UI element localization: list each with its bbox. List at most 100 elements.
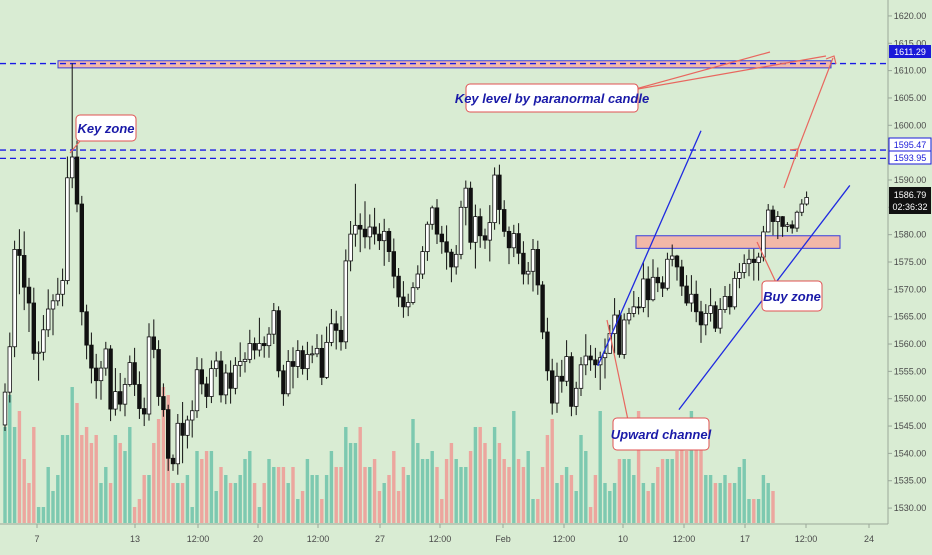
level-tag-1611: 1611.29 — [889, 45, 931, 58]
price-tick-label: 1605.00 — [894, 93, 927, 103]
volume-bar — [382, 483, 386, 523]
candle-body — [660, 282, 665, 289]
volume-bar — [123, 451, 127, 523]
candle-body — [679, 266, 684, 287]
volume-bar — [142, 475, 146, 523]
level-tag-1593-text: 1593.95 — [894, 153, 927, 163]
candle-body — [271, 310, 276, 335]
candle-body — [655, 276, 660, 284]
volume-bar — [723, 475, 727, 523]
volume-bar — [636, 411, 641, 523]
buy-zone-callout[interactable]: Buy zone — [761, 280, 823, 312]
price-tick-label: 1565.00 — [894, 312, 927, 322]
volume-bar — [756, 499, 761, 523]
volume-bar — [492, 427, 497, 523]
candle-body — [2, 391, 8, 426]
volume-bar — [574, 491, 578, 523]
candle-body — [732, 278, 737, 308]
volume-bar — [305, 459, 310, 523]
candle-body — [396, 275, 401, 298]
volume-bar — [147, 475, 151, 523]
candle-body — [46, 308, 51, 331]
volume-bar — [286, 483, 290, 523]
candle-body — [357, 224, 363, 230]
candle-body — [237, 361, 243, 366]
key-zone-callout-box — [75, 114, 137, 142]
buy-zone[interactable] — [635, 235, 841, 249]
candle-body — [420, 251, 425, 275]
candle-body — [746, 258, 752, 265]
volume-bar — [113, 435, 118, 523]
candle-body — [276, 310, 281, 372]
candle-body — [487, 222, 492, 241]
volume-bar — [660, 459, 665, 523]
volume-bar — [3, 427, 7, 523]
candle-body — [622, 319, 627, 355]
candle-body — [137, 384, 142, 409]
volume-bar — [569, 475, 574, 523]
volume-bar — [363, 467, 367, 523]
candle-body — [742, 263, 747, 273]
key-level-callout[interactable]: Key level by paranormal candle — [455, 83, 649, 113]
channel-upper-line[interactable] — [597, 130, 702, 367]
volume-bar — [684, 451, 689, 523]
volume-bar — [89, 443, 94, 523]
volume-bar — [190, 507, 194, 523]
candle-body — [333, 323, 339, 331]
candle-body — [650, 276, 656, 301]
buy-zone-callout-box — [761, 280, 823, 312]
candle-body — [213, 360, 219, 370]
volume-bar — [464, 467, 468, 523]
volume-bar — [209, 451, 214, 523]
volume-bar — [593, 475, 598, 523]
candle-body — [646, 278, 651, 301]
candle-body — [429, 207, 435, 225]
candle-body — [122, 384, 128, 405]
volume-bar — [718, 483, 722, 523]
volume-bar — [334, 467, 338, 523]
price-tick-label: 1600.00 — [894, 120, 927, 130]
candle-body — [473, 216, 478, 243]
volume-bar — [233, 483, 238, 523]
candle-body — [199, 369, 204, 385]
candle-body — [718, 309, 723, 329]
candle-body — [314, 347, 320, 355]
price-tick-label: 1545.00 — [894, 421, 927, 431]
upward-channel-callout[interactable]: Upward channel — [611, 417, 712, 451]
time-tick-label: 12:00 — [307, 534, 330, 544]
candle-body — [55, 293, 60, 302]
key-zone-callout[interactable]: Key zone — [75, 114, 137, 142]
candle-body — [444, 241, 449, 253]
candle-body — [266, 333, 272, 347]
candle-body — [12, 249, 17, 348]
volume-bar — [243, 459, 247, 523]
candle-body — [559, 375, 564, 382]
candle-body — [261, 343, 267, 347]
candle-body — [698, 311, 704, 326]
volume-bar — [339, 467, 343, 523]
volume-bar — [728, 483, 732, 523]
volume-bar — [752, 499, 756, 523]
volume-bar — [358, 427, 362, 523]
volume-bar — [454, 459, 458, 523]
level-tag-1611-bg — [889, 45, 931, 58]
volume-bar — [401, 467, 406, 523]
candle-body — [631, 306, 636, 314]
last-price-tag: 1586.79 02:36:32 — [889, 187, 931, 214]
volume-bar — [51, 491, 55, 523]
candle-body — [151, 336, 156, 350]
price-axis-panel[interactable] — [888, 0, 932, 524]
candle-body — [449, 251, 454, 268]
candle-body — [550, 370, 555, 404]
candle-body — [305, 354, 310, 370]
volume-bar — [75, 403, 79, 523]
candle-body — [617, 314, 622, 355]
volume-bar — [320, 499, 324, 523]
candle-body — [636, 306, 641, 309]
volume-bar — [12, 427, 17, 523]
volume-bar — [291, 467, 295, 523]
candle-body — [737, 271, 742, 279]
price-tick-label: 1540.00 — [894, 448, 927, 458]
